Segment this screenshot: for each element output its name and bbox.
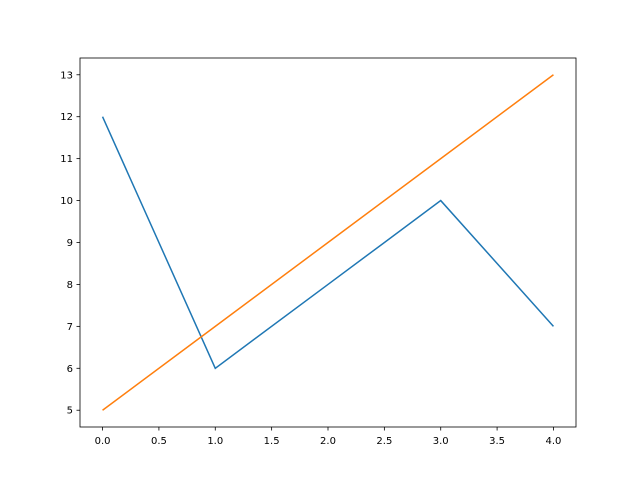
y-tick-label: 5: [67, 406, 73, 417]
y-tick-label: 13: [60, 70, 73, 81]
y-tick-label: 9: [67, 238, 73, 249]
y-tick-label: 6: [67, 364, 73, 375]
y-tick-label: 7: [67, 322, 73, 333]
x-tick-label: 0.5: [151, 436, 167, 447]
x-tick-label: 1.5: [264, 436, 280, 447]
y-tick-label: 12: [60, 112, 73, 123]
series-line-1: [102, 74, 554, 411]
y-tick-label: 10: [60, 196, 73, 207]
y-tick-label: 11: [60, 154, 73, 165]
x-tick-label: 1.0: [207, 436, 223, 447]
x-tick-label: 0.0: [95, 436, 111, 447]
series-line-0: [101, 116, 555, 370]
x-tick-label: 4.0: [546, 436, 562, 447]
y-tick-label: 8: [67, 280, 73, 291]
x-tick-label: 2.5: [376, 436, 392, 447]
x-tick-label: 2.0: [320, 436, 336, 447]
x-tick-label: 3.0: [433, 436, 449, 447]
x-tick-label: 3.5: [489, 436, 505, 447]
